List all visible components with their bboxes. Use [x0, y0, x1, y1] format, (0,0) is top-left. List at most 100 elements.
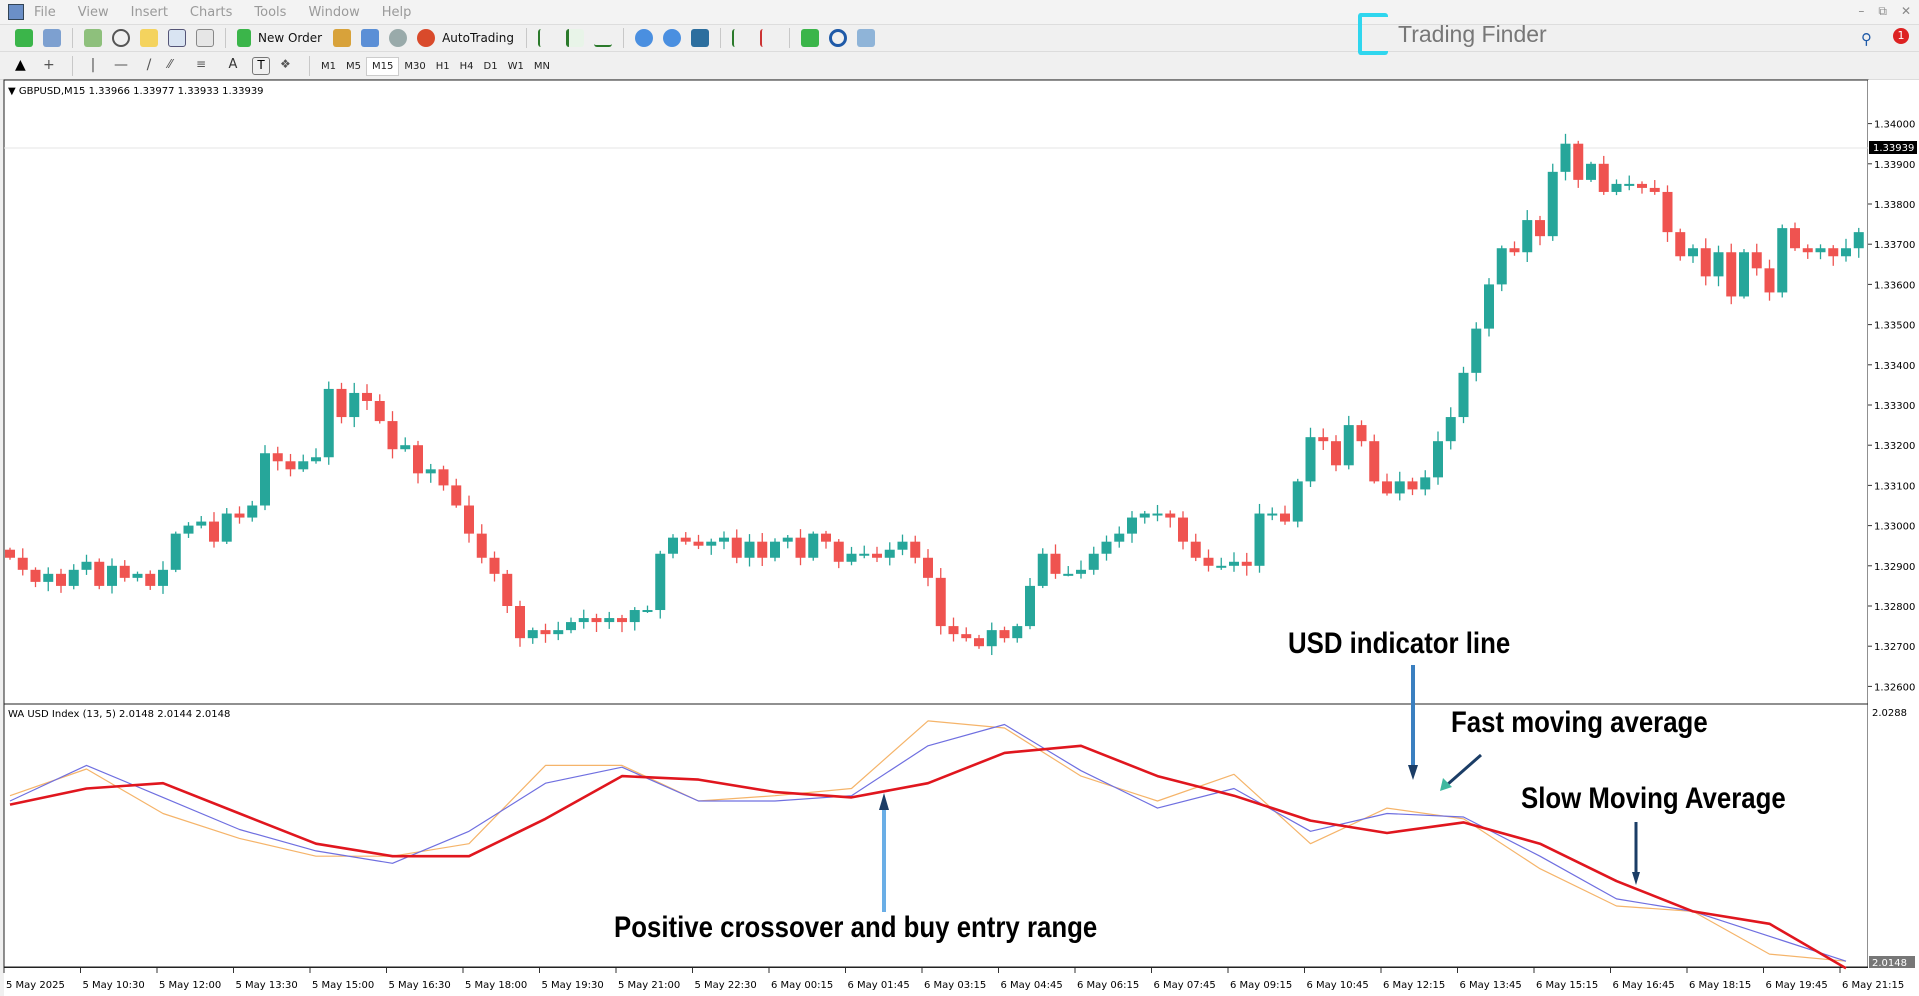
timeframe-h4[interactable]: H4 [459, 60, 474, 72]
timeframe-m5[interactable]: M5 [346, 60, 361, 72]
favorites-icon[interactable] [140, 29, 158, 47]
logo-mark-icon [1358, 13, 1388, 55]
timeframe-h1[interactable]: H1 [435, 60, 450, 72]
gold-icon[interactable] [333, 29, 352, 47]
candle-body [680, 537, 691, 542]
candle-body [617, 618, 627, 623]
line-chart-icon[interactable] [593, 29, 612, 47]
candle-body [1356, 425, 1367, 442]
market-watch-icon[interactable] [84, 29, 102, 47]
notification-badge[interactable]: 1 [1893, 28, 1909, 44]
candle [1445, 407, 1456, 450]
standard-toolbar: New Order AutoTrading [0, 25, 1919, 52]
candle-body [910, 541, 921, 558]
fast-ma-annotation: Fast moving average [1451, 706, 1708, 739]
candle [400, 437, 411, 452]
candle-body [859, 553, 870, 556]
menu-charts[interactable]: Charts [189, 4, 233, 20]
menu-help[interactable]: Help [381, 4, 412, 20]
profiles-icon[interactable] [43, 29, 61, 47]
menu-insert[interactable]: Insert [130, 4, 168, 20]
auto-scroll-icon[interactable] [731, 29, 750, 47]
candle-body [770, 541, 780, 558]
time-tick-label: 6 May 01:45 [848, 980, 910, 991]
autotrading-button[interactable]: AutoTrading [442, 31, 514, 45]
candle-body [655, 553, 666, 611]
candle [1343, 415, 1354, 470]
new-order-button[interactable]: New Order [258, 31, 323, 45]
indicator-top-label: 2.0288 [1872, 708, 1907, 719]
crosshair-icon[interactable]: + [43, 57, 55, 73]
candle-body [668, 537, 678, 554]
candle [1547, 163, 1558, 241]
menu-view[interactable]: View [77, 4, 109, 20]
app-icon [8, 4, 24, 20]
signals-icon[interactable] [361, 29, 380, 47]
restore-icon[interactable]: ⧉ [1878, 4, 1887, 18]
candlestick-chart-icon[interactable] [565, 29, 584, 47]
horizontal-line-icon[interactable]: — [114, 57, 128, 73]
new-chart-icon[interactable] [15, 29, 33, 47]
cursor-icon[interactable]: ▲ [15, 57, 26, 73]
candle-body [170, 533, 181, 570]
candle-body [1598, 163, 1609, 192]
timeframe-w1[interactable]: W1 [507, 60, 524, 72]
fast-ma-arrowhead [1440, 778, 1452, 791]
vertical-line-icon[interactable]: | [90, 57, 96, 73]
candle-body [1229, 561, 1239, 566]
crosshair-navigator-icon[interactable] [112, 29, 130, 47]
menu-tools[interactable]: Tools [254, 4, 287, 20]
candle [515, 600, 525, 647]
logo-text: Trading Finder [1398, 20, 1547, 47]
candle [1662, 185, 1673, 242]
candle [119, 560, 130, 582]
timeframe-m1[interactable]: M1 [321, 60, 336, 72]
menu-file[interactable]: File [34, 4, 56, 20]
channel-icon[interactable]: ⁄⁄ [168, 57, 173, 71]
trendline-icon[interactable]: / [146, 57, 152, 73]
templates-icon[interactable] [856, 29, 875, 47]
fibonacci-icon[interactable]: ≡ [196, 57, 207, 71]
zoom-in-icon[interactable] [634, 29, 653, 47]
menu-window[interactable]: Window [308, 4, 360, 20]
search-icon[interactable]: ⚲ [1861, 30, 1872, 48]
candle-body [1560, 143, 1571, 172]
terminal-icon[interactable] [168, 29, 186, 47]
tile-windows-icon[interactable] [690, 29, 709, 47]
market-icon[interactable] [389, 29, 408, 47]
chart-shift-icon[interactable] [759, 29, 778, 47]
candle-body [1012, 626, 1023, 639]
candle [1267, 507, 1278, 521]
candle-body [1828, 248, 1839, 257]
timeframe-m30[interactable]: M30 [404, 60, 426, 72]
arrows-icon[interactable]: ❖ [280, 57, 291, 71]
price-tick-label: 1.33100 [1874, 481, 1915, 492]
candle [668, 534, 678, 559]
timeframe-m15[interactable]: M15 [366, 56, 400, 76]
close-icon[interactable]: ✕ [1900, 4, 1911, 18]
bar-chart-icon[interactable] [537, 29, 556, 47]
candle [846, 546, 857, 566]
periods-icon[interactable] [828, 29, 847, 47]
timeframe-d1[interactable]: D1 [483, 60, 498, 72]
text-label-icon[interactable]: T [252, 57, 270, 75]
candle [1637, 181, 1647, 194]
candle [1509, 241, 1520, 256]
candle [387, 411, 398, 459]
price-tick-label: 1.32600 [1874, 682, 1915, 693]
candle-body [1407, 481, 1418, 490]
candle [1280, 505, 1290, 525]
indicators-icon[interactable] [800, 29, 819, 47]
candle [1178, 511, 1188, 550]
candle [323, 381, 334, 465]
candle [604, 611, 615, 629]
strategy-tester-icon[interactable] [196, 29, 214, 47]
zoom-out-icon[interactable] [662, 29, 681, 47]
current-price-label: 1.33939 [1873, 143, 1914, 154]
candle-body [30, 569, 41, 582]
time-tick-label: 6 May 16:45 [1613, 980, 1675, 991]
minimize-icon[interactable]: – [1858, 4, 1865, 18]
timeframe-mn[interactable]: MN [533, 60, 550, 72]
text-icon[interactable]: A [228, 57, 238, 72]
